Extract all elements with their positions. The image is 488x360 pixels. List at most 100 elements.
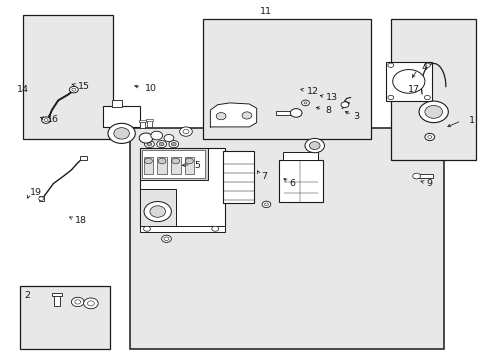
Circle shape: [309, 141, 320, 149]
Bar: [140, 122, 144, 128]
Bar: [276, 111, 298, 116]
Circle shape: [39, 197, 43, 201]
Circle shape: [147, 142, 152, 146]
Text: 19: 19: [30, 188, 42, 197]
Circle shape: [163, 134, 173, 141]
Circle shape: [168, 140, 178, 148]
Circle shape: [72, 88, 76, 91]
Bar: [130, 128, 444, 348]
Bar: [147, 121, 152, 127]
Bar: [222, 151, 254, 203]
Circle shape: [340, 102, 348, 108]
Circle shape: [262, 201, 270, 208]
Circle shape: [424, 95, 429, 100]
Circle shape: [392, 69, 424, 93]
Circle shape: [144, 202, 171, 222]
Bar: [390, 19, 475, 160]
Circle shape: [424, 105, 442, 118]
Circle shape: [301, 100, 309, 106]
Text: 1: 1: [468, 116, 474, 125]
Circle shape: [144, 158, 152, 164]
Text: 2: 2: [24, 291, 30, 300]
Circle shape: [69, 86, 78, 93]
Text: 12: 12: [306, 86, 318, 95]
Circle shape: [387, 63, 393, 67]
Circle shape: [211, 226, 218, 231]
Text: 16: 16: [47, 115, 59, 124]
Circle shape: [114, 128, 129, 139]
Bar: [112, 100, 122, 107]
Circle shape: [157, 140, 166, 148]
Text: 11: 11: [259, 7, 271, 16]
Bar: [143, 157, 153, 174]
Bar: [184, 157, 194, 174]
Text: 18: 18: [75, 216, 87, 225]
Circle shape: [163, 237, 168, 240]
Circle shape: [412, 173, 420, 179]
Bar: [52, 293, 62, 296]
Bar: [385, 62, 431, 101]
Text: 14: 14: [17, 85, 29, 94]
Text: 13: 13: [326, 93, 338, 102]
Circle shape: [71, 297, 84, 307]
Circle shape: [185, 158, 193, 164]
Text: 4: 4: [420, 63, 426, 72]
Circle shape: [158, 158, 165, 164]
Circle shape: [290, 109, 302, 117]
Circle shape: [83, 298, 98, 309]
Bar: [142, 149, 205, 178]
Text: 3: 3: [352, 112, 359, 121]
Circle shape: [424, 134, 434, 140]
Circle shape: [144, 140, 154, 148]
Circle shape: [304, 102, 306, 104]
Bar: [20, 286, 110, 348]
Circle shape: [183, 130, 188, 134]
Circle shape: [216, 113, 225, 120]
Circle shape: [179, 127, 192, 136]
Circle shape: [427, 135, 431, 138]
Bar: [140, 148, 207, 180]
Text: 9: 9: [425, 179, 431, 188]
Bar: [22, 15, 113, 139]
Text: 17: 17: [407, 85, 420, 94]
Bar: [140, 226, 224, 232]
Circle shape: [159, 142, 163, 146]
Bar: [282, 152, 317, 160]
Bar: [146, 119, 153, 121]
Circle shape: [171, 142, 176, 146]
Text: 6: 6: [289, 179, 295, 188]
Circle shape: [139, 133, 153, 143]
Circle shape: [150, 206, 165, 217]
Bar: [140, 148, 224, 228]
Bar: [140, 189, 176, 228]
Circle shape: [87, 301, 94, 306]
Bar: [80, 156, 86, 159]
Bar: [278, 160, 322, 202]
Circle shape: [161, 235, 171, 242]
Text: 10: 10: [144, 84, 156, 93]
Circle shape: [75, 300, 81, 304]
Bar: [54, 296, 60, 306]
Circle shape: [41, 117, 50, 123]
Circle shape: [171, 158, 179, 164]
Circle shape: [424, 63, 429, 67]
Bar: [413, 174, 432, 178]
Text: 8: 8: [325, 105, 331, 114]
Bar: [170, 157, 180, 174]
Circle shape: [418, 101, 447, 123]
Circle shape: [108, 123, 135, 143]
Circle shape: [387, 95, 393, 100]
Bar: [203, 19, 370, 139]
Text: 5: 5: [194, 161, 201, 170]
Circle shape: [242, 112, 251, 119]
Bar: [157, 157, 166, 174]
Bar: [139, 120, 145, 122]
Text: 15: 15: [78, 82, 90, 91]
Bar: [103, 106, 140, 127]
Bar: [39, 197, 43, 201]
Circle shape: [305, 138, 324, 153]
Circle shape: [264, 203, 268, 206]
Circle shape: [143, 226, 150, 231]
Polygon shape: [210, 103, 256, 127]
Circle shape: [151, 131, 162, 140]
